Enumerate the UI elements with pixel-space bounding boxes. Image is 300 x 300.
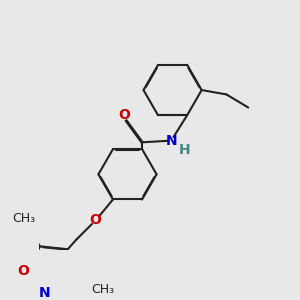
Text: O: O bbox=[118, 108, 130, 122]
Text: O: O bbox=[17, 264, 29, 278]
Text: CH₃: CH₃ bbox=[92, 283, 115, 296]
Text: CH₃: CH₃ bbox=[12, 212, 35, 225]
Text: H: H bbox=[178, 142, 190, 157]
Text: N: N bbox=[165, 134, 177, 148]
Text: O: O bbox=[90, 213, 101, 227]
Text: N: N bbox=[38, 286, 50, 300]
